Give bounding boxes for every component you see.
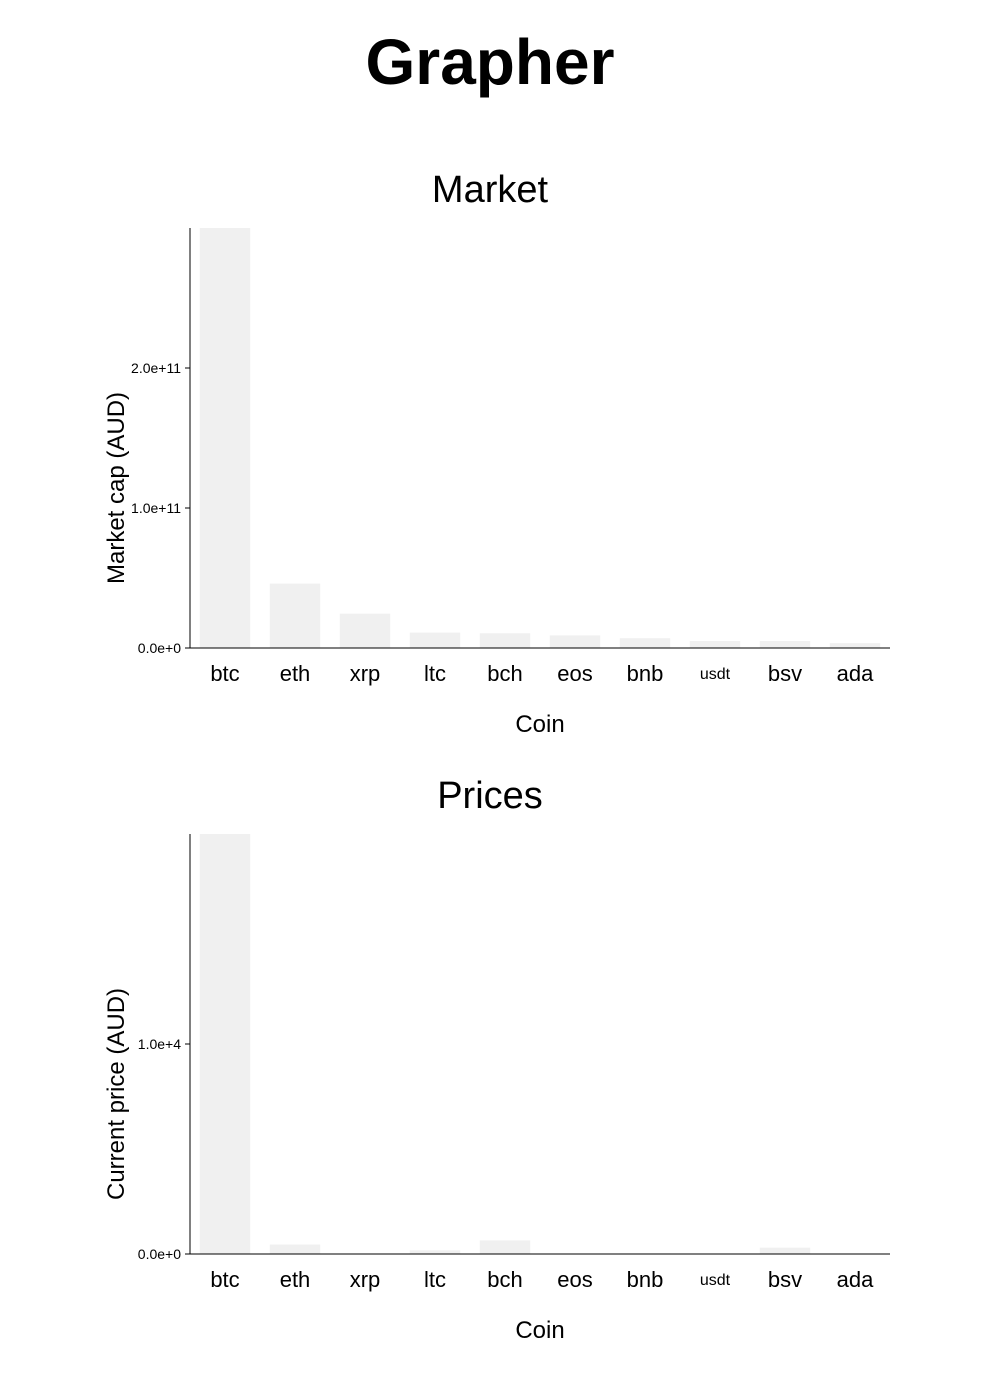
x-tick-label-usdt: usdt (700, 666, 731, 683)
x-tick-labels-group: btc eth xrp ltc bch eos bnb usdt bsv ada (210, 1267, 874, 1292)
x-tick-labels-group: btc eth xrp ltc bch eos bnb usdt bsv ada (210, 661, 874, 686)
x-tick-label-eos: eos (557, 661, 592, 686)
bar-btc (199, 228, 251, 648)
y-axis-label: Current price (AUD) (103, 988, 130, 1200)
bar-bch (479, 633, 531, 648)
y-ticks-group: 0.0e+0 1.0e+11 2.0e+11 (131, 360, 190, 656)
x-tick-label-btc: btc (210, 1267, 239, 1292)
bar-eos (549, 635, 601, 648)
x-tick-label-bnb: bnb (627, 661, 664, 686)
y-ticks-group: 0.0e+0 1.0e+4 (138, 1036, 190, 1262)
x-tick-label-bch: bch (487, 661, 522, 686)
x-tick-label-btc: btc (210, 661, 239, 686)
bar-eth (269, 1244, 321, 1254)
page-title: Grapher (365, 26, 615, 98)
current-price-chart: Prices 0.0e+0 1.0e+4 btc eth xrp ltc bch eos bn… (103, 775, 890, 1344)
x-tick-label-eth: eth (280, 1267, 311, 1292)
x-tick-label-usdt: usdt (700, 1272, 731, 1289)
x-tick-label-eos: eos (557, 1267, 592, 1292)
x-tick-label-xrp: xrp (350, 1267, 381, 1292)
bar-bsv (759, 1247, 811, 1254)
x-tick-label-ada: ada (837, 1267, 874, 1292)
x-tick-label-bsv: bsv (768, 1267, 802, 1292)
y-tick-label: 2.0e+11 (131, 360, 181, 376)
y-tick-label: 0.0e+0 (138, 640, 181, 656)
x-tick-label-ada: ada (837, 661, 874, 686)
bar-btc (199, 834, 251, 1254)
bar-bnb (619, 638, 671, 648)
bar-bch (479, 1240, 531, 1254)
x-axis-label: Coin (515, 711, 564, 738)
bar-bsv (759, 641, 811, 648)
bar-ltc (409, 1250, 461, 1254)
market-cap-chart: Market 0.0e+0 1.0e+11 2.0e+11 btc eth xrp ltc… (103, 169, 890, 738)
bar-ada (829, 643, 881, 648)
bars-group (199, 834, 881, 1254)
x-tick-label-xrp: xrp (350, 661, 381, 686)
y-tick-label: 1.0e+4 (138, 1036, 181, 1052)
x-tick-label-eth: eth (280, 661, 311, 686)
bar-xrp (339, 613, 391, 648)
y-tick-label: 1.0e+11 (131, 500, 181, 516)
x-axis-label: Coin (515, 1317, 564, 1344)
bars-group (199, 228, 881, 648)
chart-title: Market (432, 169, 549, 211)
y-axis-label: Market cap (AUD) (103, 392, 130, 584)
x-tick-label-bnb: bnb (627, 1267, 664, 1292)
chart-title: Prices (437, 775, 543, 817)
bar-usdt (689, 641, 741, 648)
x-tick-label-ltc: ltc (424, 1267, 446, 1292)
x-tick-label-ltc: ltc (424, 661, 446, 686)
x-tick-label-bch: bch (487, 1267, 522, 1292)
x-tick-label-bsv: bsv (768, 661, 802, 686)
bar-eth (269, 583, 321, 648)
y-tick-label: 0.0e+0 (138, 1246, 181, 1262)
bar-ltc (409, 632, 461, 648)
